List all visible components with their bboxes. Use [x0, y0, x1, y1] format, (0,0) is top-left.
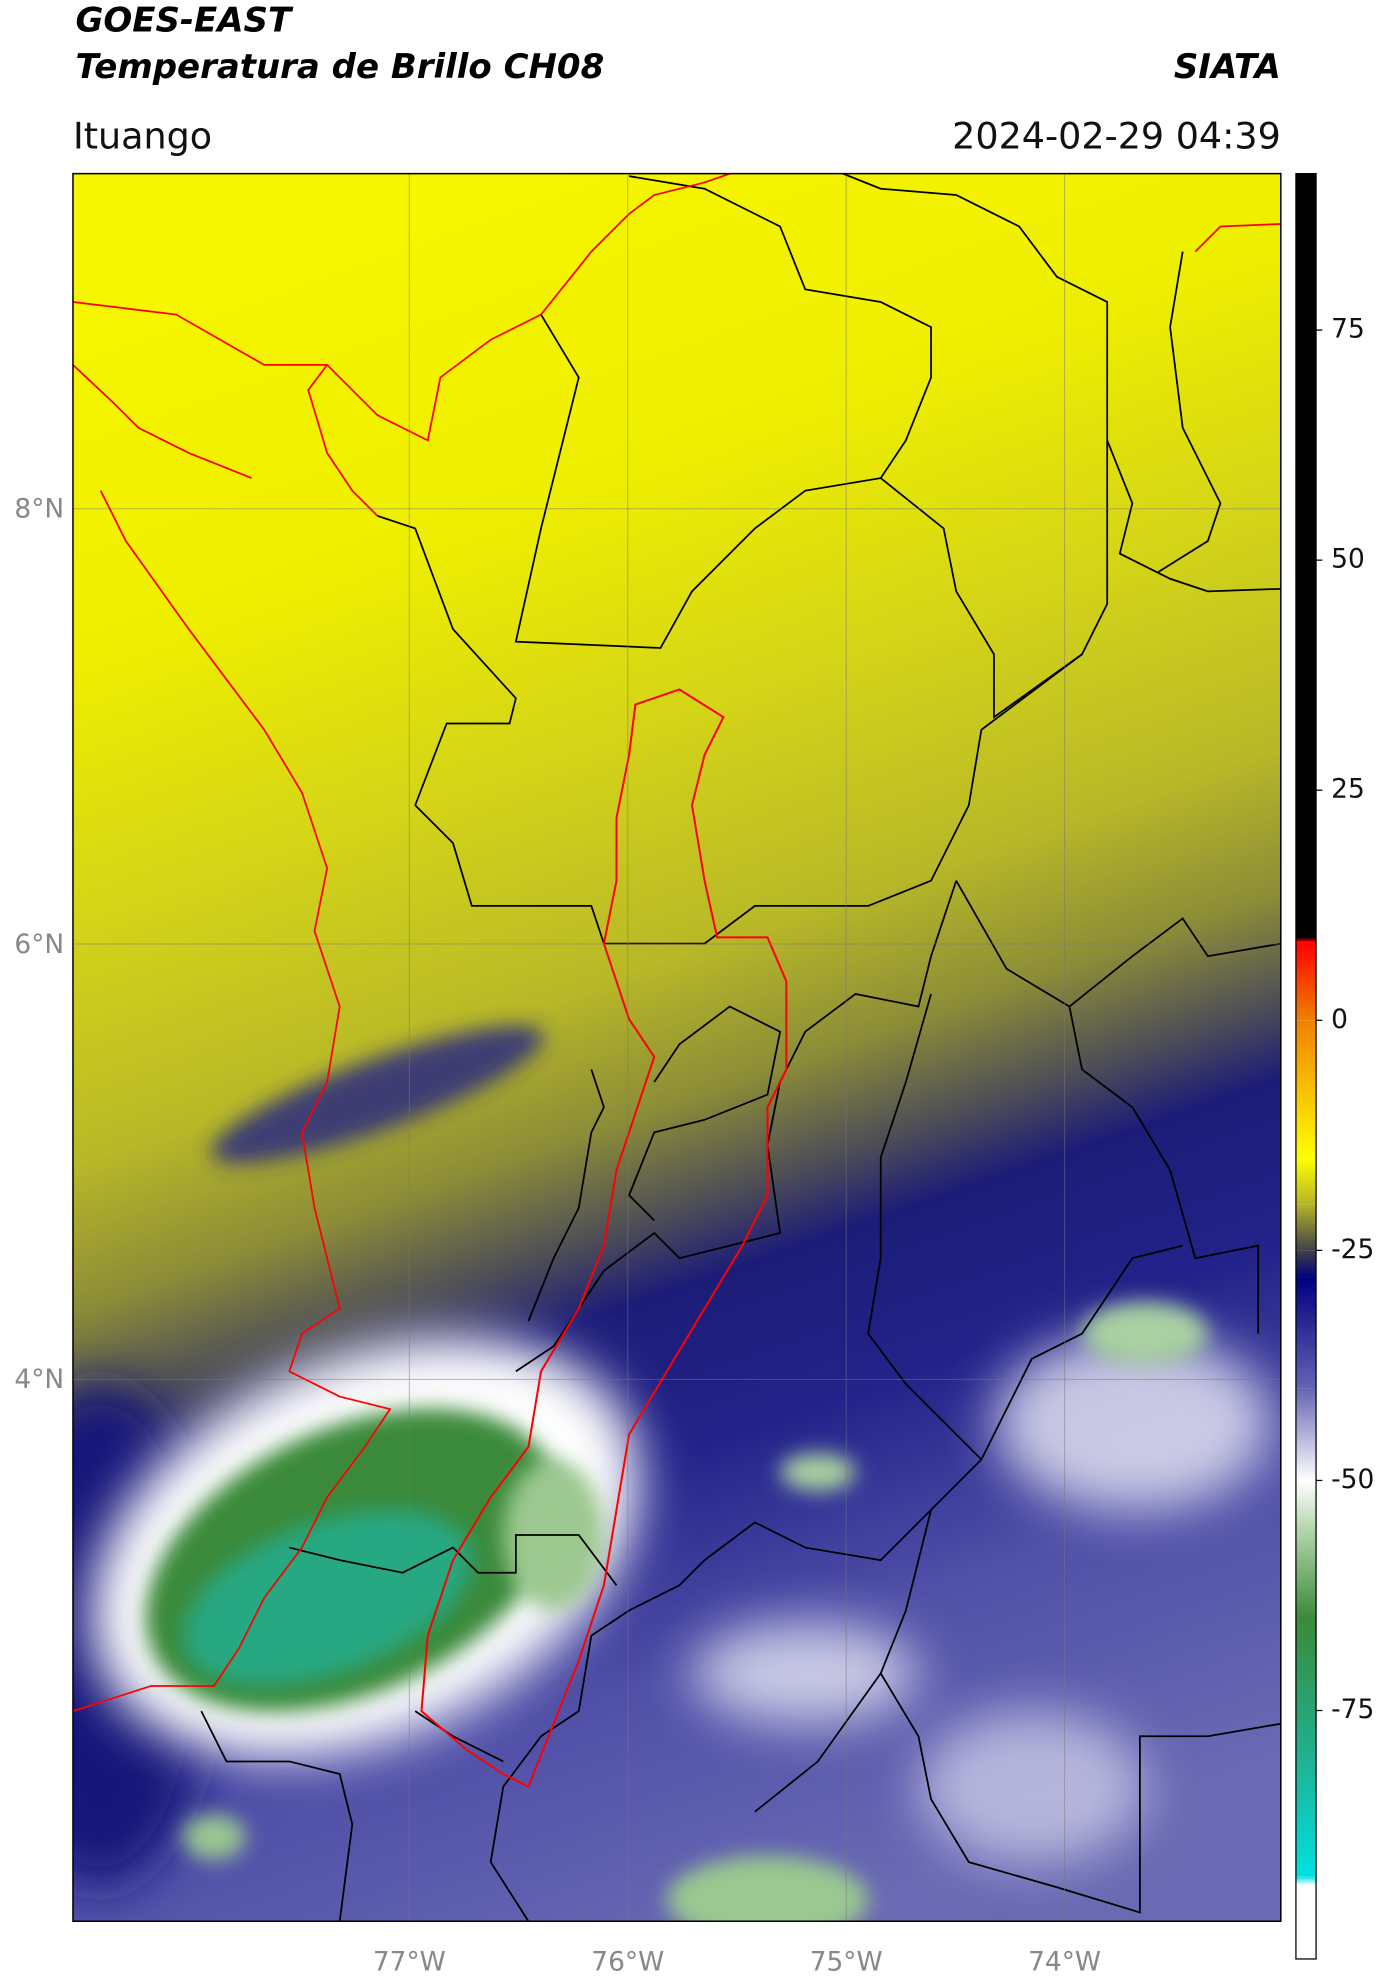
cloud-cell	[780, 1453, 856, 1491]
colorbar-segment	[1295, 1020, 1317, 1159]
colorbar-segment	[1295, 1480, 1317, 1527]
basin-outline	[420, 688, 788, 1789]
cloud-cell	[182, 1814, 246, 1860]
colorbar-segment	[1295, 1250, 1317, 1278]
x-tick-label: 77°W	[373, 1946, 446, 1977]
source: SIATA	[1174, 47, 1281, 87]
y-tick-label: 4°N	[14, 1364, 64, 1395]
cloud-cell	[1082, 1302, 1208, 1366]
cloud-patch	[993, 1333, 1271, 1510]
x-tick-label: 74°W	[1028, 1946, 1101, 1977]
y-tick-label: 8°N	[14, 494, 64, 525]
colorbar-tick-label: 75	[1331, 314, 1365, 345]
cloud-top	[182, 1510, 472, 1686]
colorbar-segment	[1295, 173, 1317, 938]
colorbar-segment	[1295, 1526, 1317, 1619]
cloud-cell	[666, 1855, 869, 1922]
colorbar-tick-label: 25	[1331, 774, 1365, 805]
grid	[72, 173, 1281, 1922]
cloud-patch	[918, 1711, 1145, 1863]
colorbar-segment	[1295, 1388, 1317, 1481]
colorbar-tick-label: 0	[1331, 1004, 1348, 1035]
colorbar-segment	[1295, 1618, 1317, 1757]
borders	[200, 173, 1281, 1922]
subtitle: Temperatura de Brillo CH08	[75, 47, 604, 87]
location: Ituango	[73, 114, 212, 157]
colorbar-segment	[1295, 1885, 1317, 1959]
colorbar-segment	[1295, 1876, 1317, 1886]
colorbar: 75 50 25 0 -25 -50 -75	[1295, 172, 1374, 1960]
x-tick-label: 76°W	[591, 1946, 664, 1977]
title: GOES-EAST	[75, 0, 293, 40]
cloud-patch	[692, 1623, 919, 1724]
colorbar-tick-label: -25	[1331, 1234, 1374, 1265]
satellite-image	[72, 173, 1281, 1922]
colorbar-segment	[1295, 1277, 1317, 1389]
datetime: 2024-02-29 04:39	[952, 114, 1281, 157]
coastline	[72, 173, 1281, 1712]
colorbar-segment	[1295, 1204, 1317, 1251]
colorbar-segment	[1295, 1756, 1317, 1877]
colorbar-tick-label: 50	[1331, 544, 1365, 575]
map-frame	[72, 172, 1282, 1922]
colorbar-segment	[1295, 1158, 1317, 1205]
colorbar-frame	[1295, 172, 1317, 1960]
colorbar-tick-label: -75	[1331, 1694, 1374, 1725]
x-tick-label: 75°W	[810, 1946, 883, 1977]
y-tick-label: 6°N	[14, 929, 64, 960]
cold-streak	[211, 1025, 544, 1164]
colorbar-segment	[1295, 942, 1317, 1021]
colorbar-tick-label: -50	[1331, 1464, 1374, 1495]
colorbar-segment	[1295, 937, 1317, 943]
